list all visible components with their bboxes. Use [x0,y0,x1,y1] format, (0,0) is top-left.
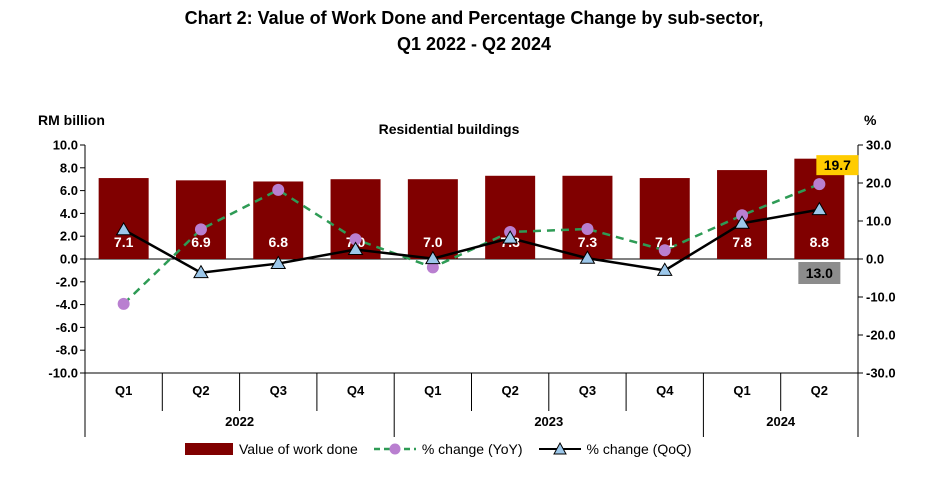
legend-label-qoq: % change (QoQ) [586,441,692,457]
x-tick-label: Q1 [733,383,750,398]
legend: Value of work done % change (YoY) % chan… [185,437,706,461]
bar-value-label: 7.1 [655,234,675,250]
right-tick-label: 20.0 [866,176,891,191]
legend-label-yoy: % change (YoY) [421,441,523,457]
yoy-annotation-box [816,155,859,176]
legend-item-yoy: % change (YoY) [372,441,523,457]
qoq-point [734,215,750,229]
yoy-point [426,261,439,274]
legend-label-value: Value of work done [239,441,358,457]
right-axis-label: % [864,112,877,128]
right-tick-label: 10.0 [866,214,891,229]
qoq-point [811,201,828,216]
left-tick-label: 10.0 [53,138,78,153]
bar [98,178,149,259]
yoy-point [658,244,671,257]
x-tick-label: Q3 [270,383,287,398]
qoq-annotation-box [798,262,841,284]
left-tick-label: 2.0 [60,229,78,244]
qoq-point [115,221,132,236]
x-tick-label: Q3 [579,383,596,398]
x-tick-label: Q4 [656,383,674,398]
left-axis-label: RM billion [38,112,105,128]
qoq-point [270,255,287,270]
bar-value-label: 8.8 [810,234,830,250]
left-tick-label: -10.0 [48,366,78,381]
bar-value-label: 6.9 [191,234,211,250]
qoq-point [347,241,364,255]
right-tick-label: -20.0 [866,328,896,343]
yoy-point [272,183,285,196]
x-tick-label: Q1 [424,383,441,398]
left-tick-label: -4.0 [56,297,78,312]
left-tick-label: 8.0 [60,160,78,175]
bar [407,179,458,259]
x-tick-label: Q1 [115,383,132,398]
left-tick-label: -6.0 [56,320,78,335]
bar-swatch-icon [185,443,233,455]
bar-value-label: 7.3 [578,234,598,250]
left-tick-label: -8.0 [56,343,78,358]
yoy-point [581,222,594,235]
chart-title-line-1: Chart 2: Value of Work Done and Percenta… [184,8,764,28]
line-triangle-icon [538,441,581,455]
bar [562,175,613,259]
yoy-point [813,178,826,191]
x-tick-label: Q2 [501,383,518,398]
x-tick-label: Q4 [347,383,365,398]
qoq-point [424,250,441,265]
yoy-point [117,297,130,310]
qoq-annotation-label: 13.0 [806,265,833,281]
right-tick-label: -10.0 [866,290,896,305]
right-tick-label: 30.0 [866,138,891,153]
left-tick-label: 4.0 [60,206,78,221]
yoy-point [194,223,207,236]
yoy-line [122,182,820,305]
yoy-point [349,233,362,246]
right-tick-label: 0.0 [866,252,884,267]
year-label: 2022 [225,414,254,429]
left-tick-label: -2.0 [56,274,78,289]
right-tick-label: -30.0 [866,366,896,381]
chart-subtitle: Residential buildings [379,121,520,137]
left-tick-label: 0.0 [60,252,78,267]
qoq-point [579,250,596,264]
bar-value-label: 7.1 [114,234,134,250]
qoq-point [656,262,673,276]
qoq-point [193,264,209,279]
year-label: 2024 [766,414,796,429]
legend-item-value: Value of work done [185,441,358,457]
bar [485,175,536,259]
bar-value-label: 7.0 [423,234,443,250]
yoy-annotation-label: 19.7 [824,157,851,173]
bar-value-label: 6.8 [269,234,289,250]
x-tick-label: Q2 [811,383,828,398]
year-label: 2023 [534,414,563,429]
left-tick-label: 6.0 [60,183,78,198]
chart-title-line-2: Q1 2022 - Q2 2024 [396,34,552,54]
legend-item-qoq: % change (QoQ) [537,441,692,457]
x-tick-label: Q2 [192,383,209,398]
bar-value-label: 7.8 [732,234,752,250]
dashed-line-circle-icon [373,443,416,455]
qoq-point [502,230,519,244]
qoq-line [123,208,820,274]
